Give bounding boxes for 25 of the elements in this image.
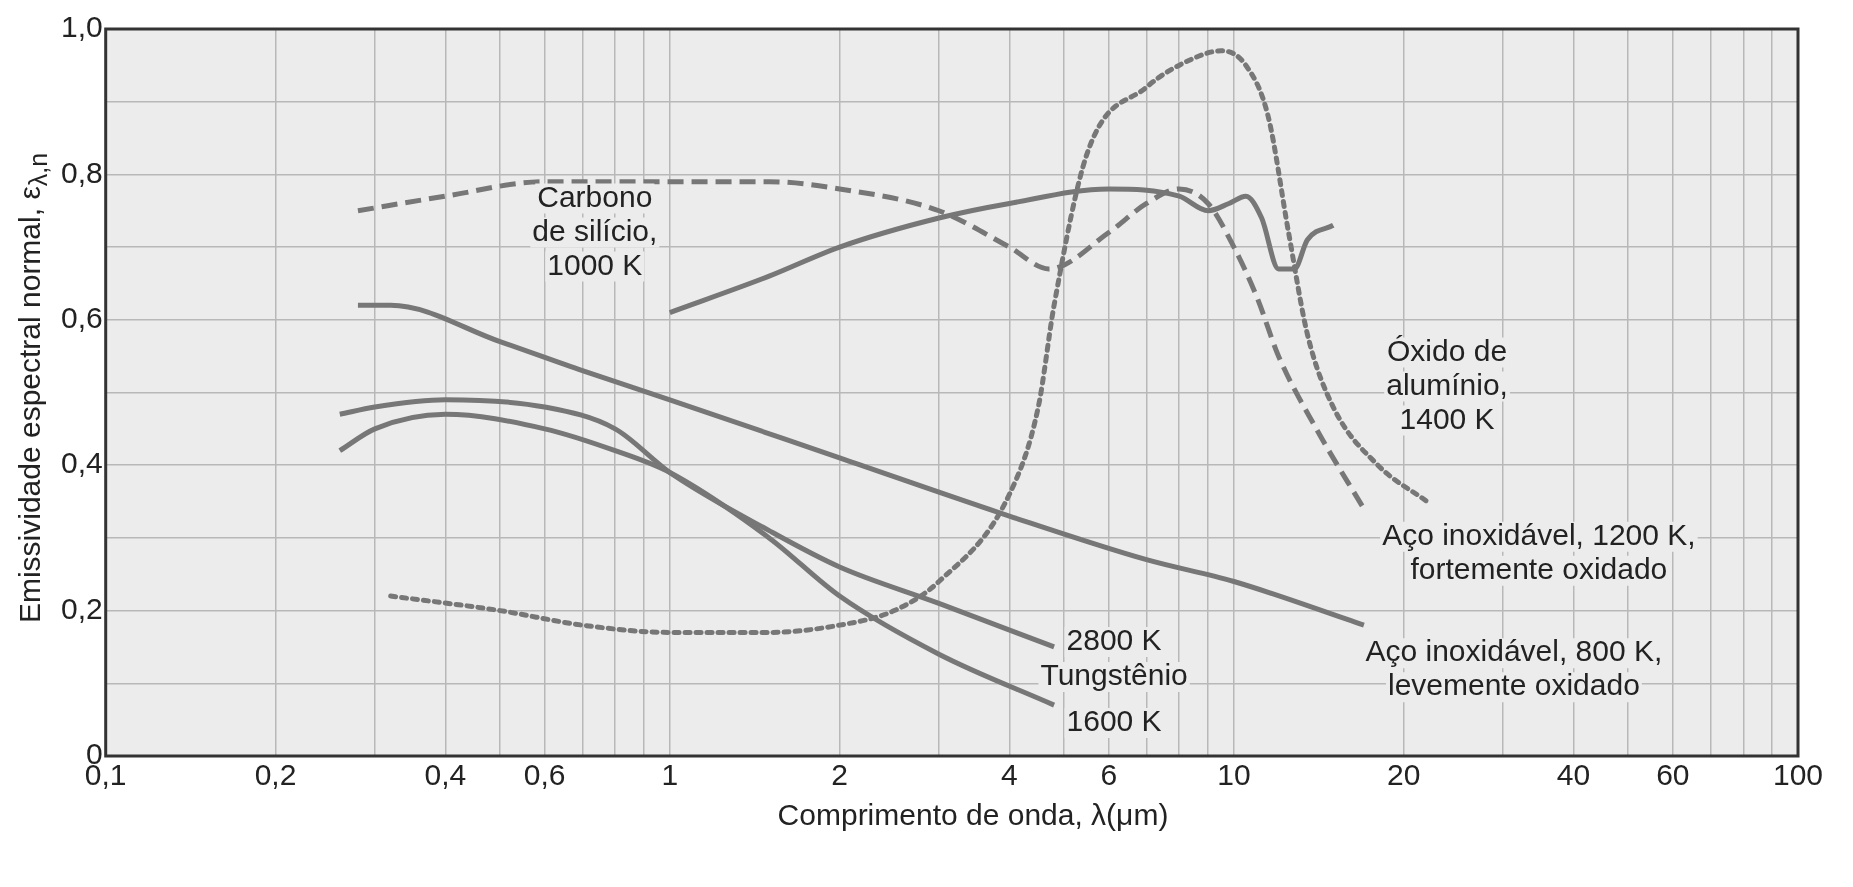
x-tick-label: 0,4 bbox=[424, 758, 467, 792]
y-tick-label: 0,2 bbox=[60, 591, 103, 625]
y-tick-label: 0,8 bbox=[60, 155, 103, 189]
x-tick-label: 6 bbox=[1100, 758, 1118, 792]
series-label: Óxido de alumínio, 1400 K bbox=[1386, 333, 1508, 435]
x-tick-label: 0,2 bbox=[254, 758, 297, 792]
x-tick-label: 4 bbox=[1001, 758, 1018, 792]
series-label: Aço inoxidável, 800 K, levemente oxidado bbox=[1365, 634, 1663, 702]
series-label: Carbono de silício, 1000 K bbox=[532, 179, 658, 281]
y-tick-label: 1,0 bbox=[60, 10, 103, 44]
x-tick-label: 40 bbox=[1556, 758, 1591, 792]
x-tick-label: 1 bbox=[661, 758, 679, 792]
x-tick-label: 0,6 bbox=[523, 758, 566, 792]
x-tick-label: 100 bbox=[1772, 758, 1824, 792]
series-label: Aço inoxidável, 1200 K, fortemente oxidado bbox=[1382, 518, 1696, 586]
annotation: Tungstênio bbox=[1040, 658, 1188, 692]
y-tick-label: 0,6 bbox=[60, 301, 103, 335]
x-tick-label: 60 bbox=[1656, 758, 1690, 792]
y-tick-label: 0,4 bbox=[60, 446, 103, 480]
x-axis-title: Comprimento de onda, λ(μm) bbox=[776, 798, 1170, 832]
series-label: 2800 K bbox=[1066, 623, 1162, 657]
x-tick-label: 10 bbox=[1217, 758, 1251, 792]
x-tick-label: 20 bbox=[1387, 758, 1421, 792]
series-label: 1600 K bbox=[1066, 704, 1162, 738]
x-tick-label: 2 bbox=[831, 758, 848, 792]
